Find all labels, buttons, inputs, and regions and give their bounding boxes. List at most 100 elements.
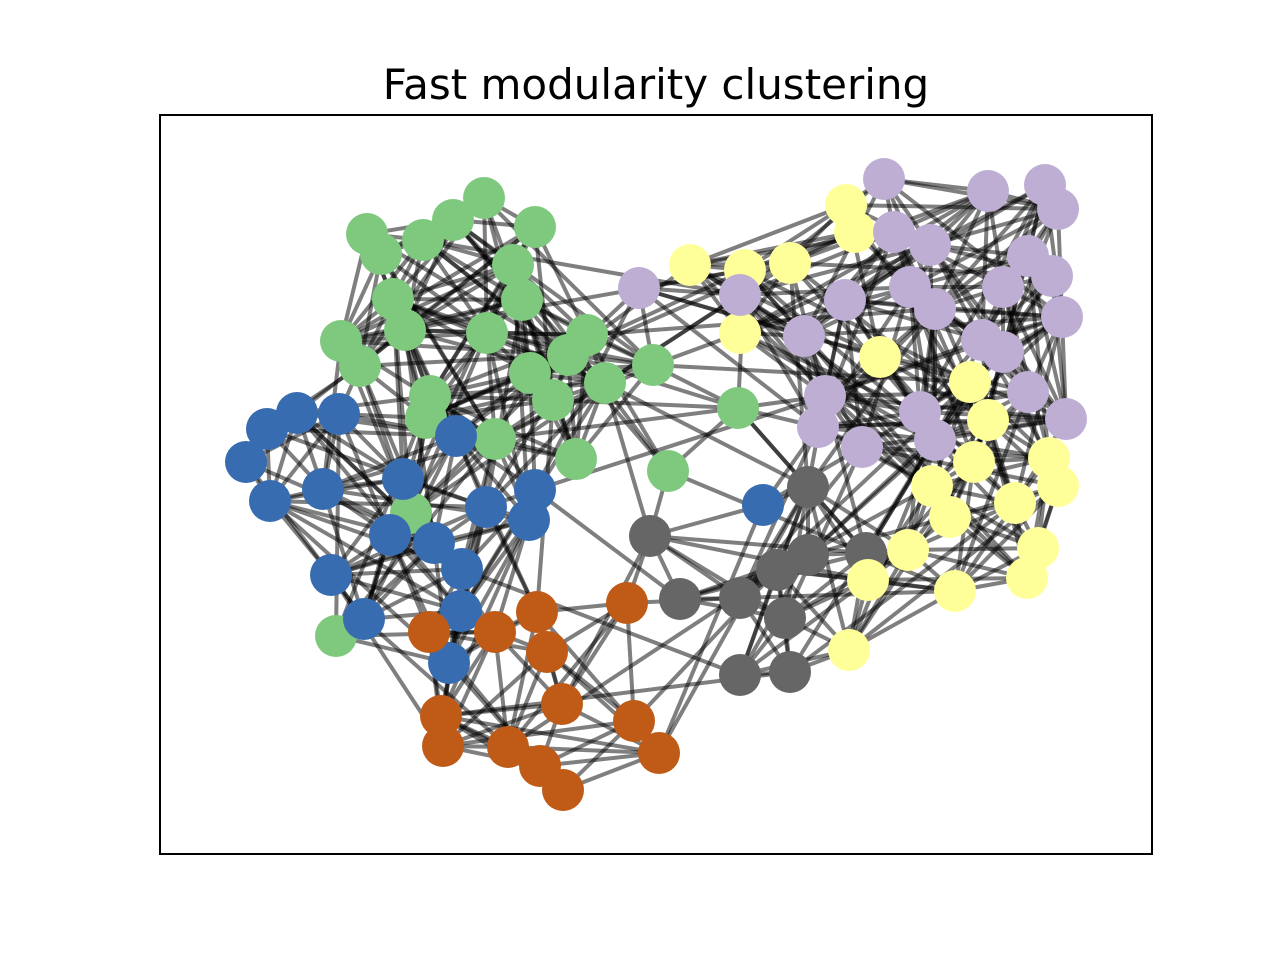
network-edge xyxy=(1001,286,1068,420)
network-edge xyxy=(321,488,366,620)
network-node-blue xyxy=(413,522,455,564)
network-edge xyxy=(269,499,487,509)
network-node-purple xyxy=(1045,398,1087,440)
network-node-blue xyxy=(508,499,550,541)
network-edge xyxy=(909,207,1059,289)
network-edge xyxy=(441,650,549,748)
network-edge xyxy=(806,486,851,651)
network-node-purple xyxy=(982,266,1024,308)
network-edge xyxy=(425,398,554,420)
network-edge xyxy=(552,398,739,410)
network-node-blue xyxy=(249,480,291,522)
network-node-yellow xyxy=(967,399,1009,441)
network-edge xyxy=(689,203,847,267)
network-node-purple xyxy=(783,315,825,357)
network-node-yellow xyxy=(929,496,971,538)
network-node-blue xyxy=(440,590,482,632)
network-node-orange xyxy=(487,726,529,768)
network-node-yellow xyxy=(859,336,901,378)
network-node-blue xyxy=(742,484,784,526)
network-node-green xyxy=(717,387,759,429)
network-edge xyxy=(802,178,886,337)
network-edge xyxy=(933,438,1040,550)
network-edge xyxy=(824,338,983,398)
network-node-yellow xyxy=(953,441,995,483)
network-node-yellow xyxy=(828,629,870,671)
network-edge xyxy=(330,573,462,613)
network-node-green xyxy=(555,438,597,480)
network-node-gray xyxy=(719,654,761,696)
network-node-blue xyxy=(369,514,411,556)
network-edge xyxy=(929,207,1059,247)
network-node-purple xyxy=(797,406,839,448)
network-node-blue xyxy=(382,458,424,500)
network-node-orange xyxy=(638,732,680,774)
network-node-orange xyxy=(526,631,568,673)
network-node-yellow xyxy=(1037,465,1079,507)
network-node-gray xyxy=(756,549,798,591)
network-node-orange xyxy=(613,700,655,742)
network-node-blue xyxy=(435,415,477,457)
network-edge xyxy=(918,184,1047,413)
network-node-blue xyxy=(441,548,483,590)
network-edge xyxy=(403,263,515,332)
network-edge xyxy=(506,601,629,749)
network-edge xyxy=(638,286,805,338)
network-node-purple xyxy=(914,419,956,461)
network-node-green xyxy=(632,344,674,386)
network-edge xyxy=(802,243,932,338)
network-edge xyxy=(533,488,682,601)
network-node-yellow xyxy=(769,242,811,284)
network-node-orange xyxy=(542,769,584,811)
network-node-green xyxy=(402,219,444,261)
network-node-blue xyxy=(318,393,360,435)
network-edge xyxy=(322,434,457,491)
network-edge xyxy=(330,567,463,577)
network-node-purple xyxy=(719,274,761,316)
network-node-purple xyxy=(863,158,905,200)
network-node-green xyxy=(466,312,508,354)
network-node-green xyxy=(432,199,474,241)
network-node-gray xyxy=(764,597,806,639)
network-node-gray xyxy=(659,578,701,620)
network-node-gray xyxy=(769,651,811,693)
network-node-purple xyxy=(824,279,866,321)
network-edge xyxy=(560,535,652,705)
network-node-purple xyxy=(967,170,1009,212)
network-node-purple xyxy=(982,331,1024,373)
network-node-green xyxy=(360,233,402,275)
network-edge xyxy=(738,578,870,677)
network-node-yellow xyxy=(887,529,929,571)
network-node-green xyxy=(547,334,589,376)
network-node-yellow xyxy=(911,465,953,507)
network-node-purple xyxy=(841,426,883,468)
network-node-green xyxy=(532,379,574,421)
network-edge xyxy=(657,504,765,754)
network-node-green xyxy=(474,418,516,460)
network-edge xyxy=(648,534,787,620)
network-node-gray xyxy=(719,577,761,619)
network-node-orange xyxy=(474,611,516,653)
network-node-green xyxy=(339,345,381,387)
network-node-green xyxy=(514,206,556,248)
network-edge xyxy=(844,298,983,342)
network-node-yellow xyxy=(1006,557,1048,599)
network-node-yellow xyxy=(834,211,876,253)
network-node-green xyxy=(492,244,534,286)
network-edge xyxy=(802,334,934,488)
network-node-purple xyxy=(618,267,660,309)
network-node-purple xyxy=(873,211,915,253)
network-node-orange xyxy=(541,683,583,725)
network-node-purple xyxy=(1037,188,1079,230)
network-node-purple xyxy=(1041,296,1083,338)
network-node-orange xyxy=(408,611,450,653)
network-node-purple xyxy=(909,224,951,266)
network-node-green xyxy=(584,362,626,404)
network-node-yellow xyxy=(719,312,761,354)
node-layer xyxy=(225,158,1087,811)
network-edge xyxy=(783,446,864,619)
network-node-blue xyxy=(428,642,470,684)
network-node-purple xyxy=(914,288,956,330)
network-node-gray xyxy=(787,466,829,508)
network-edge xyxy=(340,263,514,343)
